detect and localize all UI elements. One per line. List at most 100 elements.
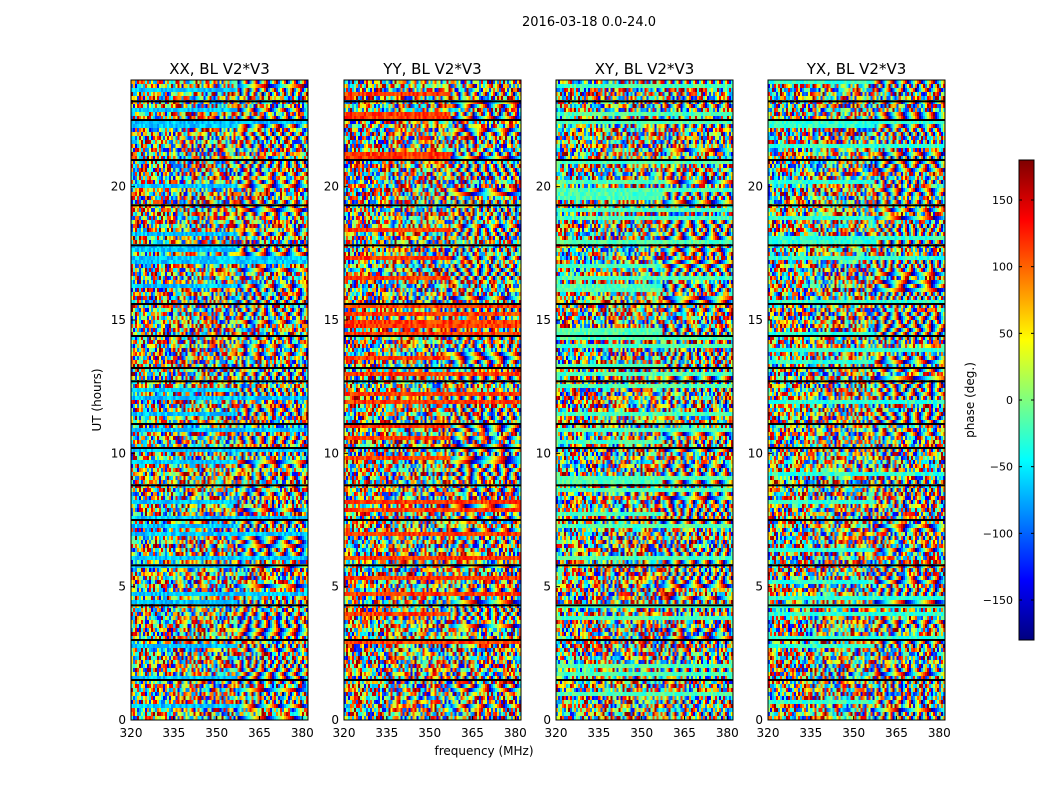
scan-gap-line: [344, 519, 521, 521]
y-tick-label: 20: [536, 180, 551, 194]
heatmap-image: [556, 80, 733, 720]
y-tick-label: 15: [324, 313, 339, 327]
scan-gap-line: [131, 367, 308, 369]
scan-gap-line: [556, 639, 733, 641]
scan-gap-line: [556, 335, 733, 337]
figure-suptitle: 2016-03-18 0.0-24.0: [522, 15, 656, 30]
y-tick-label: 10: [748, 446, 763, 460]
scan-gap-line: [344, 380, 521, 383]
scan-gap-line: [768, 335, 945, 337]
scan-gap-line: [768, 380, 945, 383]
x-tick-label: 365: [461, 726, 484, 740]
scan-gap-line: [344, 119, 521, 121]
x-tick-label: 335: [587, 726, 610, 740]
scan-gap-line: [344, 204, 521, 207]
scan-gap-line: [131, 484, 308, 487]
y-tick-label: 15: [748, 313, 763, 327]
panel-title: XY, BL V2*V3: [595, 60, 695, 78]
colorbar-tick-label: −50: [990, 461, 1013, 474]
axes-frame: [767, 79, 946, 721]
x-tick-label: 350: [205, 726, 228, 740]
y-tick-label: 0: [543, 713, 551, 727]
x-tick-label: 380: [716, 726, 739, 740]
scan-gap-line: [344, 303, 521, 305]
colorbar-label: phase (deg.): [963, 362, 977, 438]
scan-gap-line: [131, 119, 308, 121]
x-tick-label: 320: [757, 726, 780, 740]
colorbar-tick-label: 100: [992, 261, 1013, 274]
x-tick-label: 350: [418, 726, 441, 740]
scan-gap-line: [768, 303, 945, 305]
scan-gap-line: [768, 564, 945, 567]
scan-gap-line: [768, 447, 945, 449]
scan-gap-line: [768, 639, 945, 641]
x-tick-label: 365: [673, 726, 696, 740]
scan-gap-line: [344, 604, 521, 607]
panel-1: XX, BL V2*V3 320 335 350 365 380 0 5 10 15 20: [111, 60, 314, 740]
x-tick-label: 380: [291, 726, 314, 740]
scan-gap-line: [131, 423, 308, 425]
axes-frame: [130, 79, 309, 721]
scan-gap-line: [556, 564, 733, 567]
scan-gap-line: [556, 484, 733, 487]
scan-gap-line: [344, 639, 521, 641]
panel-4: YX, BL V2*V3 320 335 350 365 380 0 5 10 15 20: [748, 60, 951, 740]
scan-gap-line: [768, 423, 945, 425]
colorbar-tick-label: −150: [983, 594, 1013, 607]
scan-gap-line: [556, 204, 733, 207]
scan-gap-line: [768, 519, 945, 521]
scan-gap-line: [768, 119, 945, 121]
panel-3: XY, BL V2*V3 320 335 350 365 380 0 5 10 15 20: [536, 60, 739, 740]
scan-gap-line: [344, 679, 521, 681]
colorbar: 150 100 50 0 −50 −100 −150: [983, 159, 1035, 641]
scan-gap-line: [556, 303, 733, 305]
scan-gap-line: [131, 159, 308, 161]
scan-gap-line: [556, 119, 733, 121]
y-tick-label: 10: [536, 446, 551, 460]
y-tick-label: 15: [111, 313, 126, 327]
y-tick-label: 5: [331, 580, 339, 594]
colorbar-tick-label: 150: [992, 194, 1013, 207]
scan-gap-line: [556, 100, 733, 103]
scan-gap-line: [344, 367, 521, 369]
y-tick-label: 20: [748, 180, 763, 194]
scan-gap-line: [556, 367, 733, 369]
y-tick-label: 10: [111, 446, 126, 460]
y-tick-label: 5: [543, 580, 551, 594]
colorbar-tick-label: 50: [999, 327, 1013, 340]
heatmap-image: [131, 80, 308, 720]
heatmap-image: [768, 80, 945, 720]
y-tick-label: 10: [324, 446, 339, 460]
scan-gap-line: [131, 679, 308, 681]
scan-gap-line: [131, 519, 308, 521]
scan-gap-line: [344, 447, 521, 449]
scan-gap-line: [131, 447, 308, 449]
scan-gap-line: [344, 564, 521, 567]
scan-gap-line: [768, 604, 945, 607]
scan-gap-line: [131, 380, 308, 383]
scan-gap-line: [556, 519, 733, 521]
x-tick-label: 380: [504, 726, 527, 740]
scan-gap-line: [768, 484, 945, 487]
scan-gap-line: [131, 604, 308, 607]
scan-gap-line: [131, 303, 308, 305]
x-tick-label: 335: [799, 726, 822, 740]
y-tick-label: 0: [118, 713, 126, 727]
scan-gap-line: [556, 159, 733, 161]
scan-gap-line: [344, 423, 521, 425]
y-tick-label: 5: [118, 580, 126, 594]
scan-gap-line: [768, 100, 945, 103]
scan-gap-line: [556, 423, 733, 425]
axes-frame: [343, 79, 522, 721]
heatmap-image: [344, 80, 521, 720]
scan-gap-line: [556, 380, 733, 383]
scan-gap-line: [131, 100, 308, 103]
x-axis-label: frequency (MHz): [434, 744, 533, 758]
y-tick-label: 0: [755, 713, 763, 727]
scan-gap-line: [768, 244, 945, 247]
panel-title: XX, BL V2*V3: [169, 60, 270, 78]
scan-gap-line: [131, 244, 308, 247]
x-tick-label: 335: [162, 726, 185, 740]
